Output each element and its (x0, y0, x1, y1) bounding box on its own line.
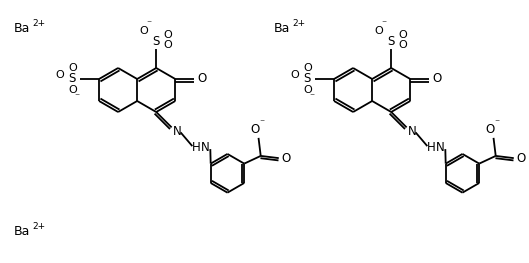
Text: O: O (303, 85, 312, 95)
Text: 2+: 2+ (32, 19, 45, 28)
Text: ⁻: ⁻ (147, 19, 152, 29)
Text: 2+: 2+ (32, 222, 45, 231)
Text: 2+: 2+ (292, 19, 305, 28)
Text: O: O (303, 63, 312, 73)
Text: S: S (388, 35, 395, 48)
Text: H: H (192, 141, 200, 154)
Text: O: O (250, 123, 259, 136)
Text: O: O (375, 26, 384, 36)
Text: O: O (164, 30, 172, 40)
Text: ⁻: ⁻ (259, 118, 264, 128)
Text: S: S (304, 73, 311, 85)
Text: O: O (164, 40, 172, 50)
Text: H: H (427, 141, 436, 154)
Text: S: S (69, 73, 76, 85)
Text: O: O (290, 70, 299, 80)
Text: Ba: Ba (274, 22, 290, 35)
Text: N: N (173, 125, 182, 138)
Text: ⁻: ⁻ (75, 92, 80, 102)
Text: O: O (281, 152, 290, 165)
Text: O: O (485, 123, 494, 136)
Text: Ba: Ba (14, 225, 30, 238)
Text: ⁻: ⁻ (494, 118, 499, 128)
Text: S: S (152, 35, 160, 48)
Text: O: O (516, 152, 525, 165)
Text: ⁻: ⁻ (310, 92, 315, 102)
Text: O: O (197, 73, 207, 85)
Text: O: O (432, 73, 442, 85)
Text: ⁻: ⁻ (381, 19, 387, 29)
Text: N: N (201, 141, 209, 154)
Text: O: O (55, 70, 63, 80)
Text: N: N (436, 141, 445, 154)
Text: O: O (399, 30, 407, 40)
Text: O: O (68, 63, 77, 73)
Text: Ba: Ba (14, 22, 30, 35)
Text: O: O (68, 85, 77, 95)
Text: O: O (399, 40, 407, 50)
Text: O: O (140, 26, 149, 36)
Text: N: N (408, 125, 417, 138)
